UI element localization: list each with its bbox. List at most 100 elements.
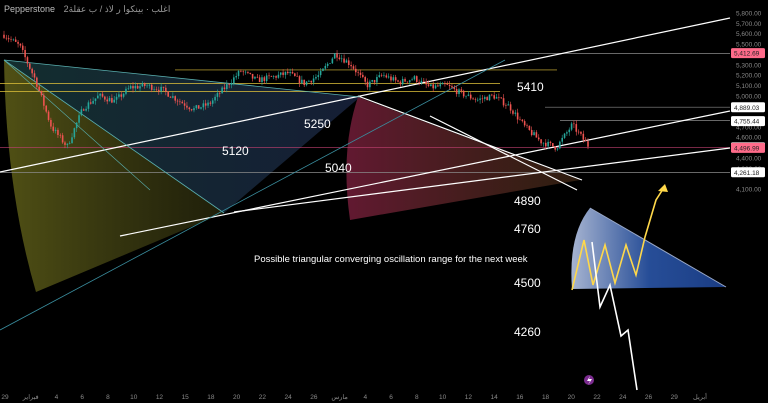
candle-body (383, 75, 385, 76)
candle-body (176, 100, 179, 102)
lightning-icon[interactable] (584, 375, 594, 385)
candle-body (390, 76, 392, 81)
candle-body (505, 105, 507, 106)
candle-body (129, 86, 132, 89)
y-tick-label: 5,600.00 (736, 31, 762, 38)
candle-body (502, 98, 505, 106)
candle-body (12, 39, 15, 41)
x-tick-label: 29 (1, 394, 9, 401)
price-tag-bg (731, 102, 765, 113)
candle-body (352, 66, 355, 69)
x-tick-label: 20 (568, 394, 576, 401)
candle-body (193, 108, 195, 111)
candle-body (369, 81, 371, 88)
candle-body (190, 109, 193, 111)
candle-body (85, 108, 87, 111)
candle-body (244, 71, 247, 73)
candle-body (507, 104, 510, 106)
price-tag: 4,261.18 (734, 170, 760, 177)
candle-body (258, 77, 261, 83)
candle-body (233, 77, 235, 84)
time-axis: 29 فبراير 4 6 8 10 12 15 18 20 22 24 26 مارس 4 6 8 10 12 14… (1, 391, 707, 401)
candle-body (500, 97, 503, 99)
candle-body (523, 121, 526, 126)
candle-body (333, 53, 336, 59)
candle-body (587, 141, 589, 147)
candle-body (291, 72, 294, 74)
candle-body (469, 94, 472, 99)
candle-body (296, 76, 298, 77)
candle-body (408, 80, 411, 83)
candle-body (427, 84, 430, 87)
candle-body (47, 111, 50, 120)
candle-body (530, 129, 533, 136)
candle-body (160, 86, 162, 92)
candle-body (319, 70, 322, 76)
candle-body (441, 83, 444, 85)
x-tick-label: 24 (619, 394, 627, 401)
candle-body (249, 72, 252, 74)
candle-body (127, 88, 130, 90)
candle-body (64, 142, 66, 145)
candle-body (228, 84, 230, 85)
candle-body (181, 101, 184, 104)
candle-body (519, 119, 521, 121)
candle-body (301, 79, 303, 84)
candle-body (528, 125, 531, 130)
candle-body (394, 77, 397, 81)
candle-body (516, 112, 519, 120)
candle-body (488, 94, 491, 101)
x-tick-label: 6 (80, 394, 84, 401)
candle-body (420, 80, 423, 83)
candle-body (566, 132, 568, 134)
candle-body (294, 73, 296, 77)
yellow-forecast-path (571, 185, 666, 291)
candle-body (169, 96, 172, 98)
candle-body (317, 75, 320, 77)
candle-body (460, 89, 463, 91)
candle-body (277, 74, 280, 78)
x-tick-label: 14 (490, 394, 498, 401)
candle-body (216, 93, 219, 97)
candle-body (345, 60, 348, 63)
candle-body (286, 71, 289, 74)
candle-body (305, 81, 308, 86)
level-label-4260: 4260 (514, 325, 541, 339)
candle-body (148, 84, 151, 86)
candle-body (19, 43, 22, 46)
candle-body (347, 60, 350, 65)
candle-body (172, 96, 174, 98)
x-tick-label: 22 (259, 394, 267, 401)
price-tag: 4,889.03 (734, 105, 760, 112)
candle-body (509, 104, 512, 111)
y-tick-label: 5,700.00 (736, 21, 762, 28)
candle-body (118, 94, 120, 97)
candle-body (186, 105, 188, 108)
candle-body (230, 83, 233, 85)
candle-body (61, 135, 64, 143)
candle-body (430, 84, 432, 87)
x-tick-label: 12 (156, 394, 164, 401)
candle-body (5, 37, 8, 39)
candle-body (183, 103, 186, 106)
candle-body (364, 77, 366, 82)
candle-body (104, 96, 106, 100)
candle-body (38, 86, 40, 91)
candle-body (68, 142, 71, 144)
candle-body (265, 75, 268, 82)
lower-channel-line (233, 147, 731, 213)
candle-body (376, 77, 378, 83)
candle-body (157, 89, 160, 92)
x-tick-label: 8 (106, 394, 110, 401)
middle-channel-line (119, 110, 731, 237)
candle-body (270, 76, 273, 77)
candle-body (432, 84, 435, 89)
level-label-5120: 5120 (222, 144, 249, 158)
candle-body (75, 122, 78, 129)
candle-body (282, 72, 284, 75)
trendlines (0, 17, 731, 331)
candle-body (495, 97, 498, 99)
candle-body (303, 79, 306, 86)
candle-body (326, 63, 329, 66)
